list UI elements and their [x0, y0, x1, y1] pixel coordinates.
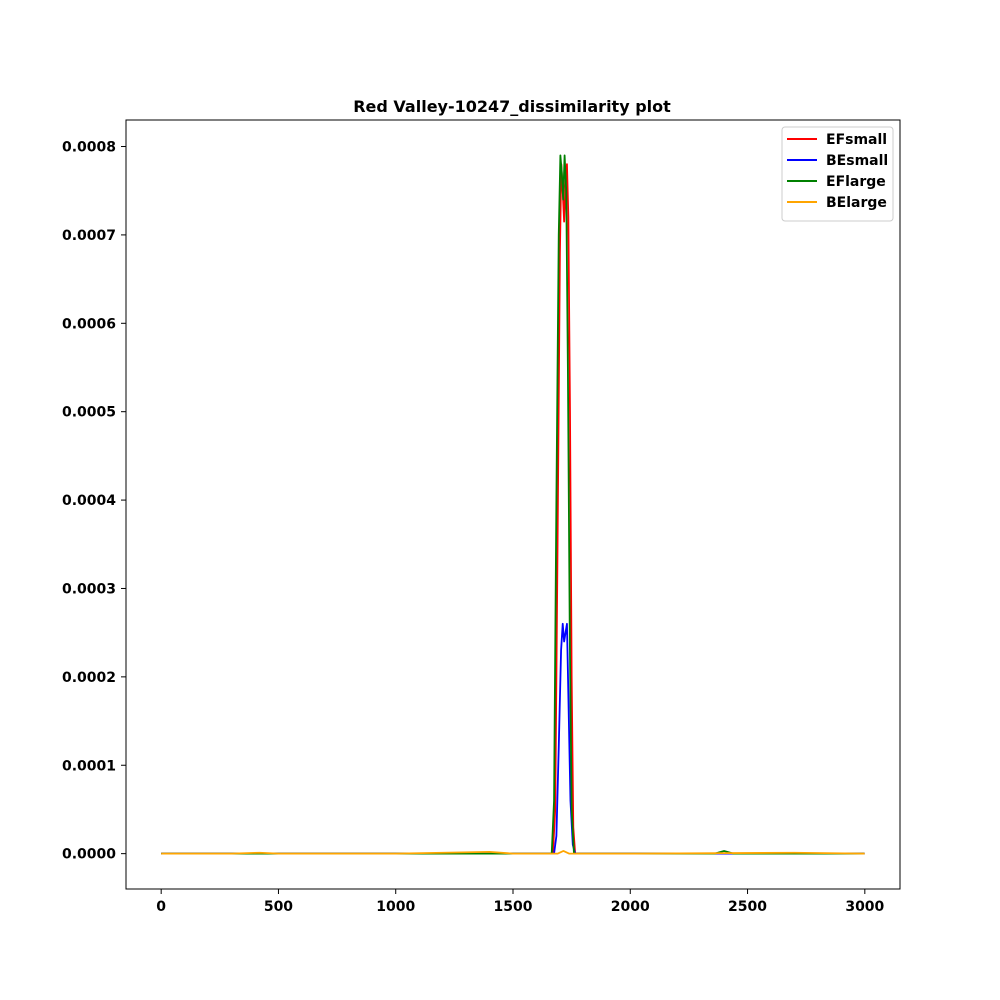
- legend-label-efsmall: EFsmall: [826, 132, 887, 148]
- legend-label-besmall: BEsmall: [826, 153, 888, 169]
- y-tick-label: 0.0004: [62, 493, 116, 509]
- chart-title: Red Valley-10247_dissimilarity plot: [353, 97, 671, 116]
- y-tick-label: 0.0005: [62, 405, 116, 421]
- y-tick-label: 0.0000: [62, 847, 116, 863]
- x-tick-label: 3000: [845, 899, 884, 915]
- y-tick-label: 0.0003: [62, 581, 116, 597]
- x-tick-label: 500: [264, 899, 293, 915]
- x-tick-label: 0: [156, 899, 166, 915]
- series-line-belarge: [161, 850, 865, 855]
- y-tick-label: 0.0007: [62, 228, 116, 244]
- y-tick-label: 0.0002: [62, 670, 116, 686]
- legend-box: [781, 126, 894, 222]
- plot-area: [161, 154, 865, 855]
- x-tick-label: 1500: [494, 899, 533, 915]
- legend-label-eflarge: EFlarge: [826, 174, 886, 190]
- x-tick-label: 2000: [611, 899, 650, 915]
- legend: EFsmall BEsmall EFlarge BElarge: [781, 126, 894, 222]
- y-tick-label: 0.0006: [62, 316, 116, 332]
- legend-label-belarge: BElarge: [826, 195, 887, 211]
- x-tick-label: 1000: [376, 899, 415, 915]
- y-tick-label: 0.0001: [62, 758, 116, 774]
- x-tick-label: 2500: [728, 899, 767, 915]
- y-tick-label: 0.0008: [62, 140, 116, 156]
